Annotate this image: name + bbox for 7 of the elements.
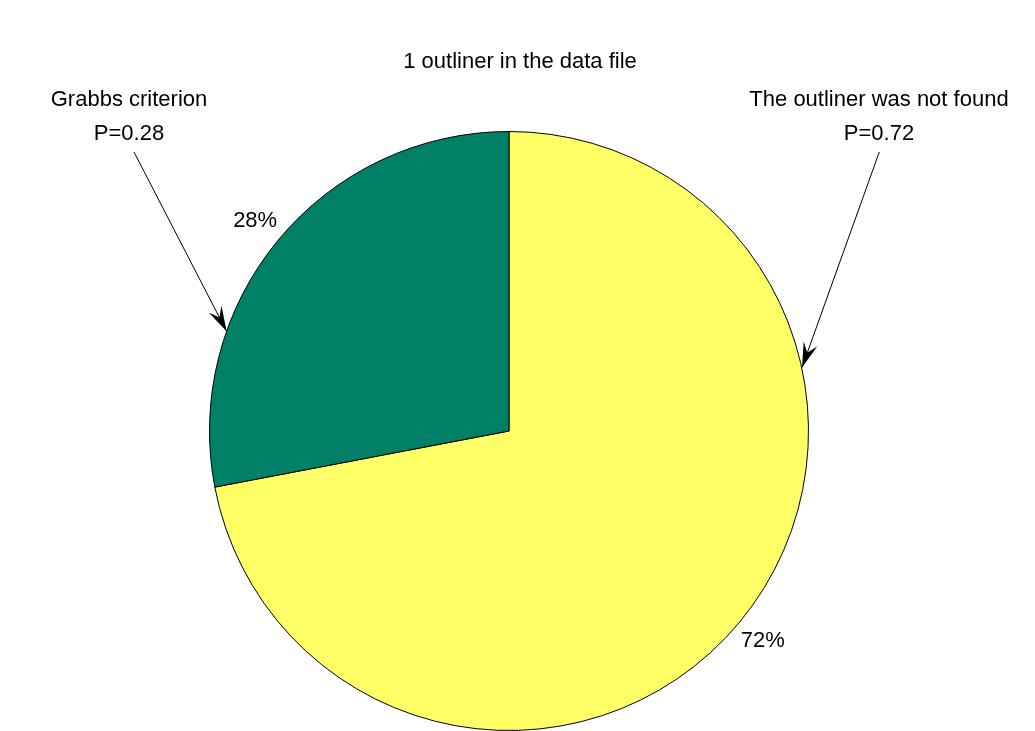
text: P=0.28 bbox=[93, 120, 165, 146]
text: P=0.72 bbox=[843, 120, 915, 146]
slice-label: The outliner was not found bbox=[749, 86, 1009, 112]
data-label: 28% bbox=[233, 207, 278, 233]
data-label: 72% bbox=[740, 627, 785, 653]
chart-title: 1 outliner in the data file bbox=[403, 48, 637, 74]
slice-label: Grabbs criterion bbox=[50, 86, 208, 112]
